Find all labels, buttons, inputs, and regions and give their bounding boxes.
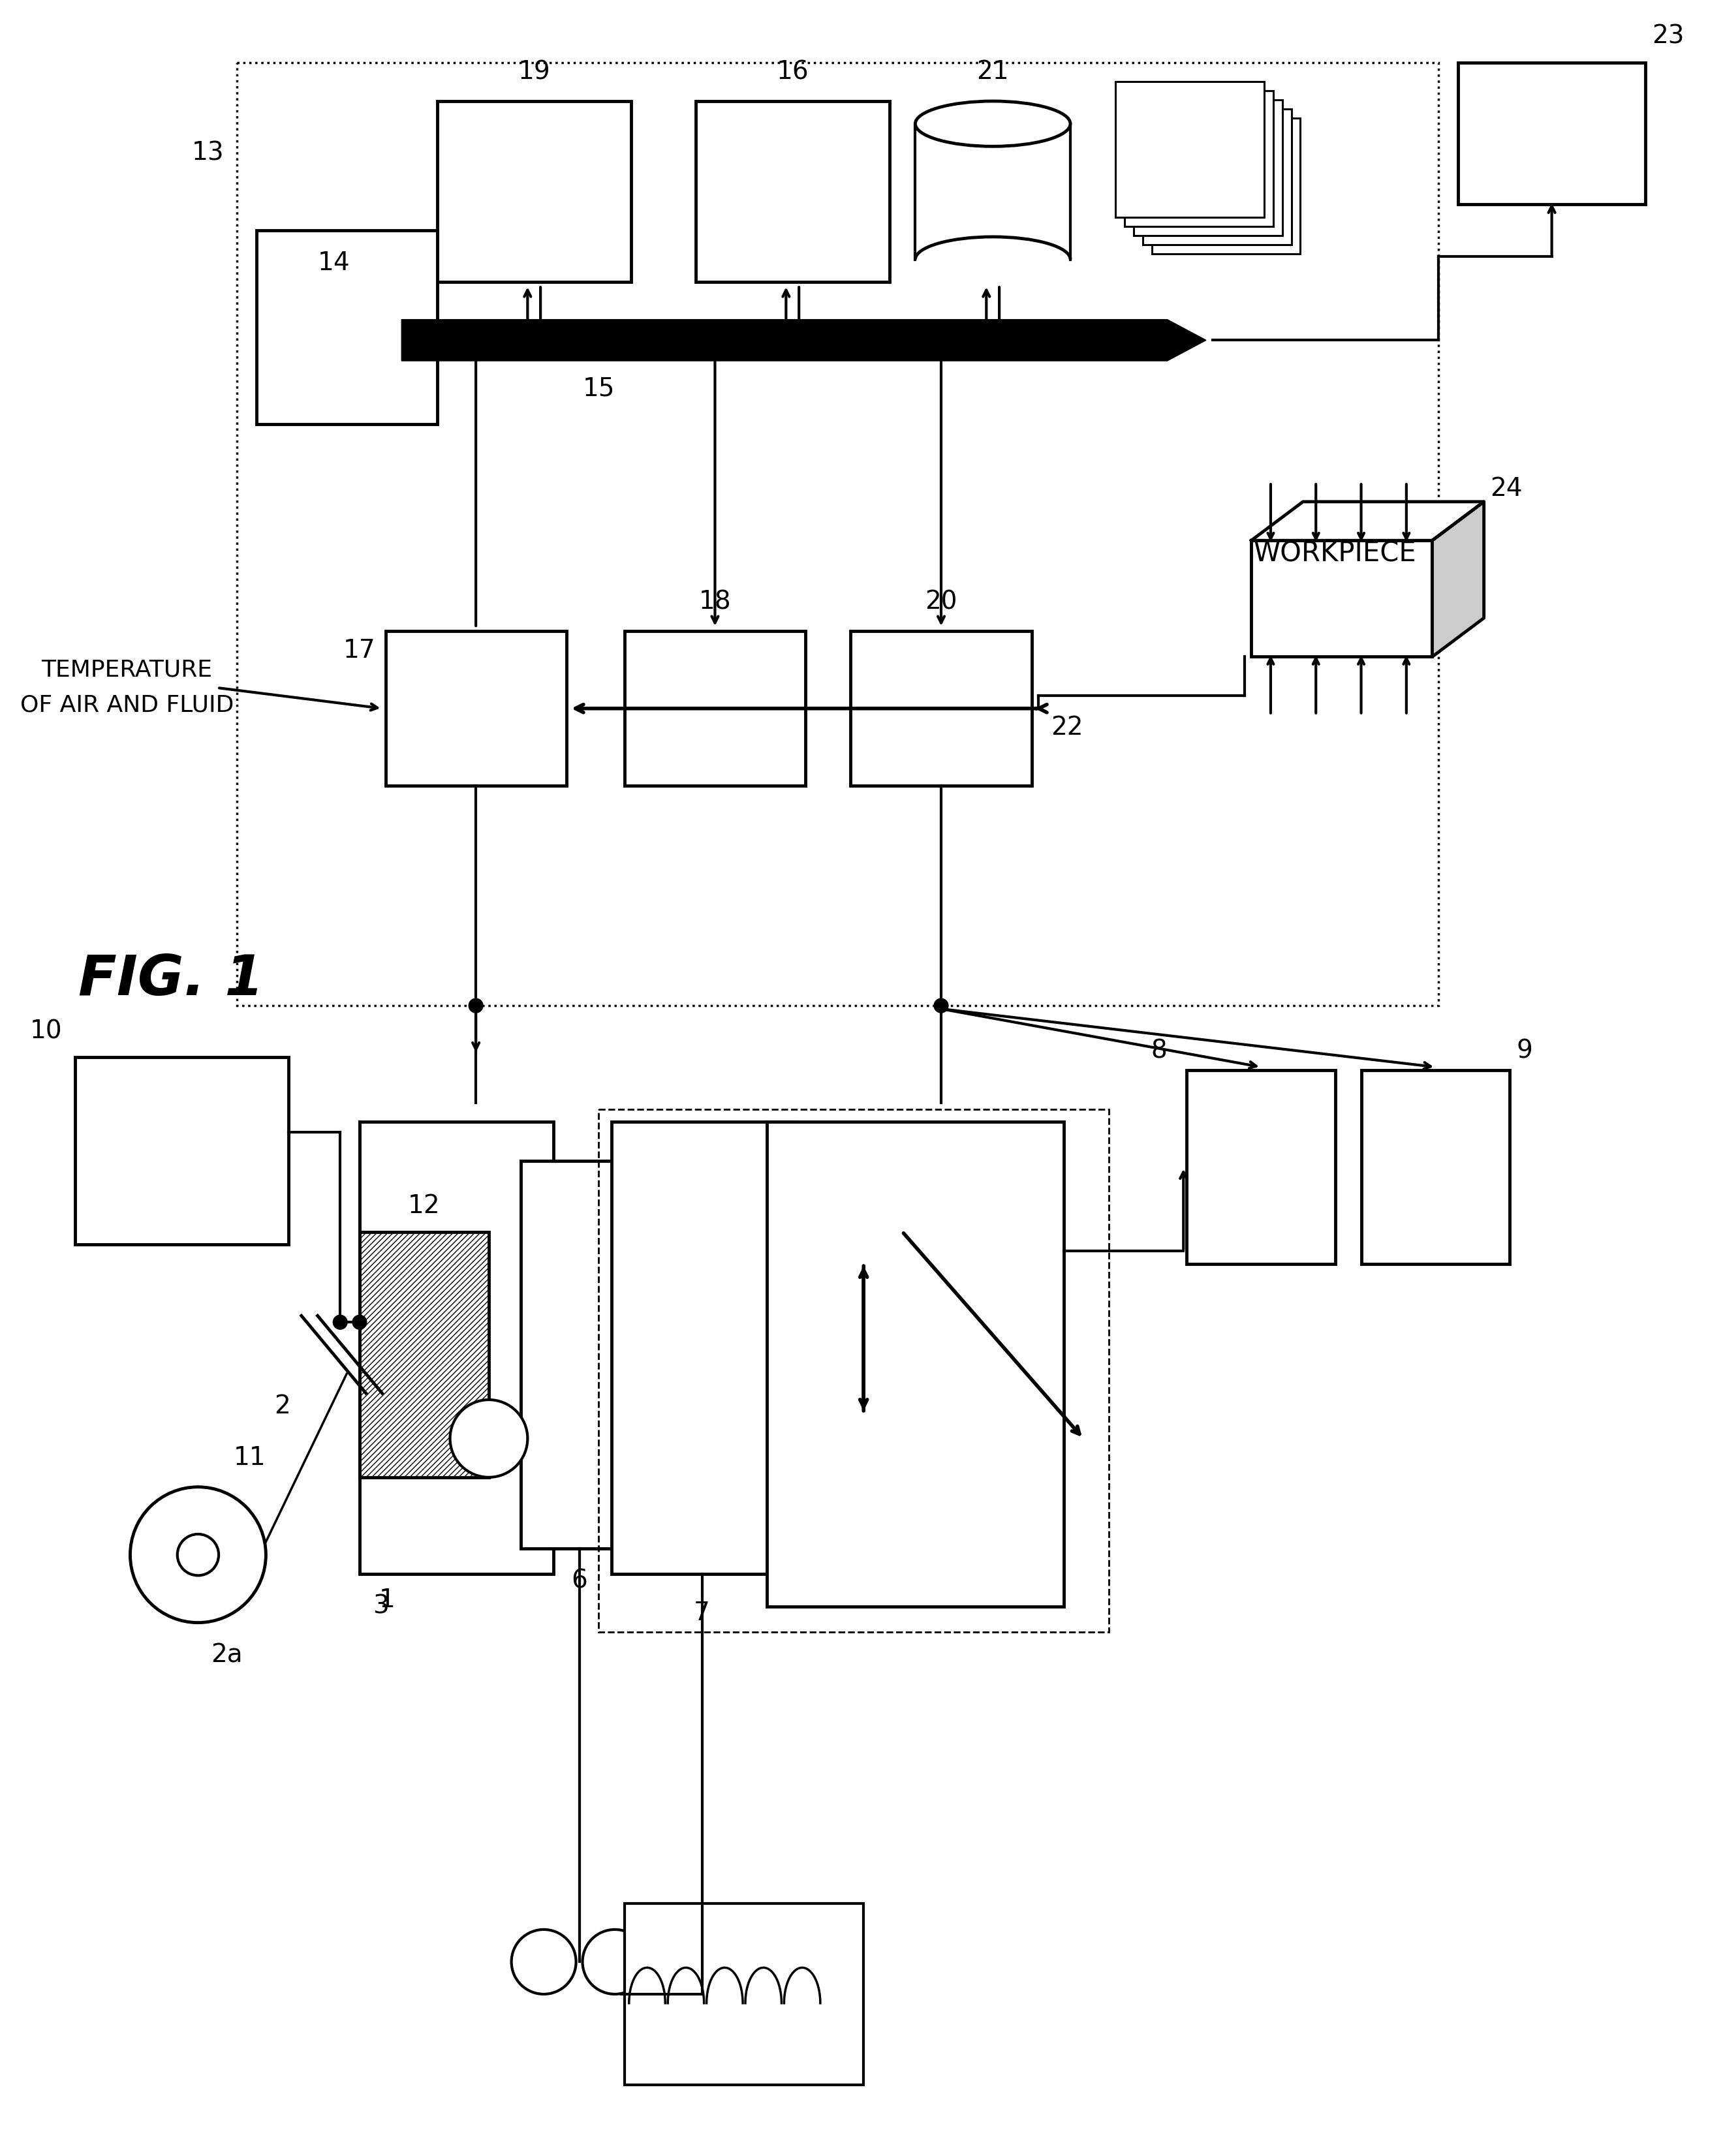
Text: 20: 20 (925, 589, 958, 614)
Bar (360, 1231, 489, 1477)
Bar (257, 231, 438, 425)
Text: 24: 24 (1490, 476, 1523, 500)
Circle shape (177, 1535, 219, 1576)
Bar (386, 632, 567, 787)
Polygon shape (1432, 502, 1484, 658)
Text: 9: 9 (1516, 1039, 1532, 1063)
Text: OF AIR AND FLUID: OF AIR AND FLUID (21, 694, 234, 716)
Bar (1115, 82, 1265, 218)
Bar (1125, 91, 1273, 226)
Text: 11: 11 (234, 1445, 265, 1470)
Bar (598, 1108, 1110, 1632)
Bar (1134, 99, 1282, 235)
Circle shape (353, 1315, 367, 1330)
Bar (236, 63, 1439, 1005)
Text: 2: 2 (274, 1393, 289, 1419)
Text: 3: 3 (372, 1593, 389, 1619)
Ellipse shape (915, 101, 1070, 147)
Circle shape (333, 1315, 348, 1330)
Text: 7: 7 (694, 1600, 710, 1626)
Text: 23: 23 (1652, 24, 1683, 50)
Circle shape (450, 1399, 527, 1477)
Bar (1151, 119, 1301, 254)
Text: 6: 6 (570, 1567, 588, 1593)
Bar (612, 1121, 793, 1574)
Text: 14: 14 (317, 250, 350, 276)
Text: 19: 19 (519, 60, 550, 84)
Text: 15: 15 (582, 377, 615, 401)
Circle shape (512, 1930, 575, 1994)
Circle shape (934, 998, 948, 1013)
Text: 18: 18 (700, 589, 731, 614)
Text: WORKPIECE: WORKPIECE (1254, 539, 1416, 567)
Bar (1458, 63, 1645, 205)
Bar (520, 1160, 638, 1548)
Bar (696, 101, 889, 282)
Text: 17: 17 (343, 638, 376, 662)
Bar (360, 1121, 553, 1574)
Bar (1251, 541, 1432, 658)
Bar (1187, 1069, 1335, 1263)
Circle shape (131, 1488, 265, 1623)
Text: 13: 13 (191, 140, 224, 166)
Text: 10: 10 (29, 1020, 62, 1044)
Bar (1142, 110, 1291, 244)
Circle shape (582, 1930, 648, 1994)
Text: TEMPERATURE: TEMPERATURE (41, 658, 212, 681)
Bar (438, 101, 631, 282)
Text: 1: 1 (379, 1587, 395, 1613)
Text: 2a: 2a (210, 1643, 243, 1667)
Circle shape (469, 998, 482, 1013)
Bar (851, 632, 1032, 787)
Bar (624, 632, 805, 787)
Text: 8: 8 (1151, 1039, 1166, 1063)
Text: 16: 16 (777, 60, 808, 84)
Polygon shape (1251, 502, 1484, 541)
Bar (767, 1121, 1063, 1606)
Polygon shape (401, 319, 1206, 360)
Text: 12: 12 (408, 1194, 441, 1218)
Text: 21: 21 (977, 60, 1010, 84)
Bar (1361, 1069, 1509, 1263)
Text: FIG. 1: FIG. 1 (79, 953, 264, 1007)
Bar (624, 1904, 863, 2085)
Bar (76, 1056, 288, 1244)
Text: 22: 22 (1051, 716, 1084, 740)
